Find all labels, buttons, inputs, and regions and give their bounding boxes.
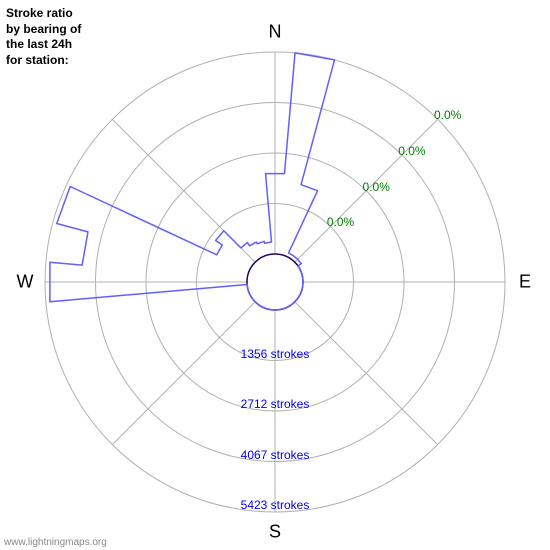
ring-strokes-3: 5423 strokes (241, 498, 310, 512)
ring-pct-3: 0.0% (434, 108, 461, 122)
cardinal-W: W (17, 272, 34, 293)
footer-attribution: www.lightningmaps.org (4, 537, 107, 548)
ring-pct-2: 0.0% (398, 144, 425, 158)
cardinal-E: E (519, 272, 531, 293)
ring-strokes-2: 4067 strokes (241, 448, 310, 462)
ring-pct-0: 0.0% (327, 215, 354, 229)
polar-chart (0, 0, 550, 550)
cardinal-N: N (269, 22, 282, 43)
ring-pct-1: 0.0% (363, 180, 390, 194)
ring-strokes-1: 2712 strokes (241, 397, 310, 411)
ring-strokes-0: 1356 strokes (241, 347, 310, 361)
cardinal-S: S (269, 522, 281, 543)
